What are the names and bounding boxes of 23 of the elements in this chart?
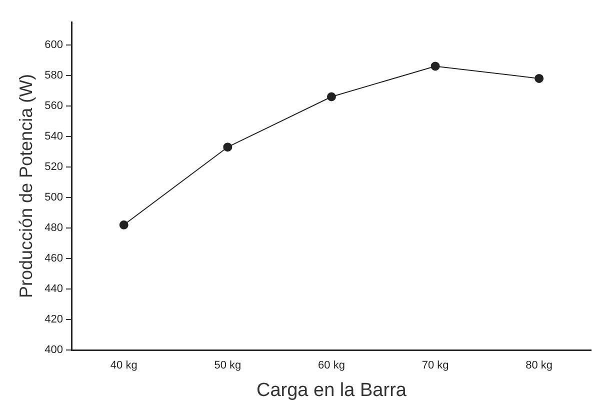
x-tick-label: 80 kg (526, 360, 553, 372)
y-tick-label: 560 (44, 100, 63, 112)
y-tick-label: 540 (44, 130, 63, 142)
y-tick-label: 520 (44, 160, 63, 173)
y-tick-label: 420 (44, 314, 63, 326)
y-tick-label: 460 (44, 252, 63, 264)
point (119, 220, 128, 230)
point (430, 62, 440, 71)
y-tick-label: 440 (44, 283, 63, 296)
x-tick-label: 50 kg (214, 360, 242, 372)
point (326, 92, 336, 102)
y-tick-label: 580 (44, 69, 63, 82)
x-axis-title: Carga en la Barra (256, 380, 407, 401)
point (223, 142, 232, 152)
y-tick-label: 480 (44, 222, 63, 234)
x-tick-label: 60 kg (318, 360, 345, 372)
point (534, 74, 544, 83)
x-tick-label: 40 kg (110, 360, 138, 372)
y-tick-label: 400 (44, 344, 63, 356)
y-tick-label: 500 (44, 191, 63, 204)
x-tick-label: 70 kg (422, 360, 449, 372)
y-tick-label: 600 (44, 38, 63, 51)
y-axis-title: Producción de Potencia (W) (16, 74, 36, 298)
